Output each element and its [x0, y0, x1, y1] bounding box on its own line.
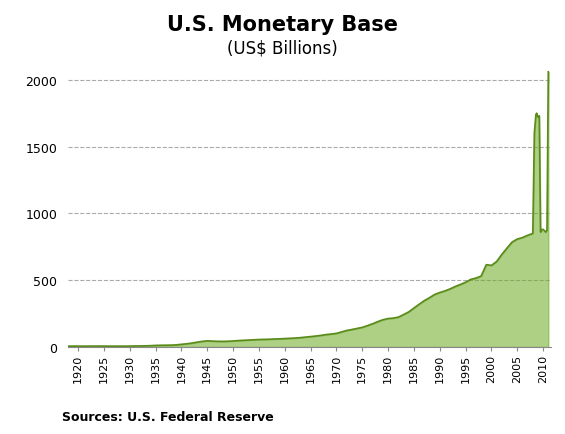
Text: (US$ Billions): (US$ Billions): [227, 39, 338, 57]
Text: Sources: U.S. Federal Reserve: Sources: U.S. Federal Reserve: [62, 410, 274, 423]
Text: www.DollarDaze.org: www.DollarDaze.org: [421, 413, 534, 423]
Text: U.S. Monetary Base: U.S. Monetary Base: [167, 15, 398, 35]
